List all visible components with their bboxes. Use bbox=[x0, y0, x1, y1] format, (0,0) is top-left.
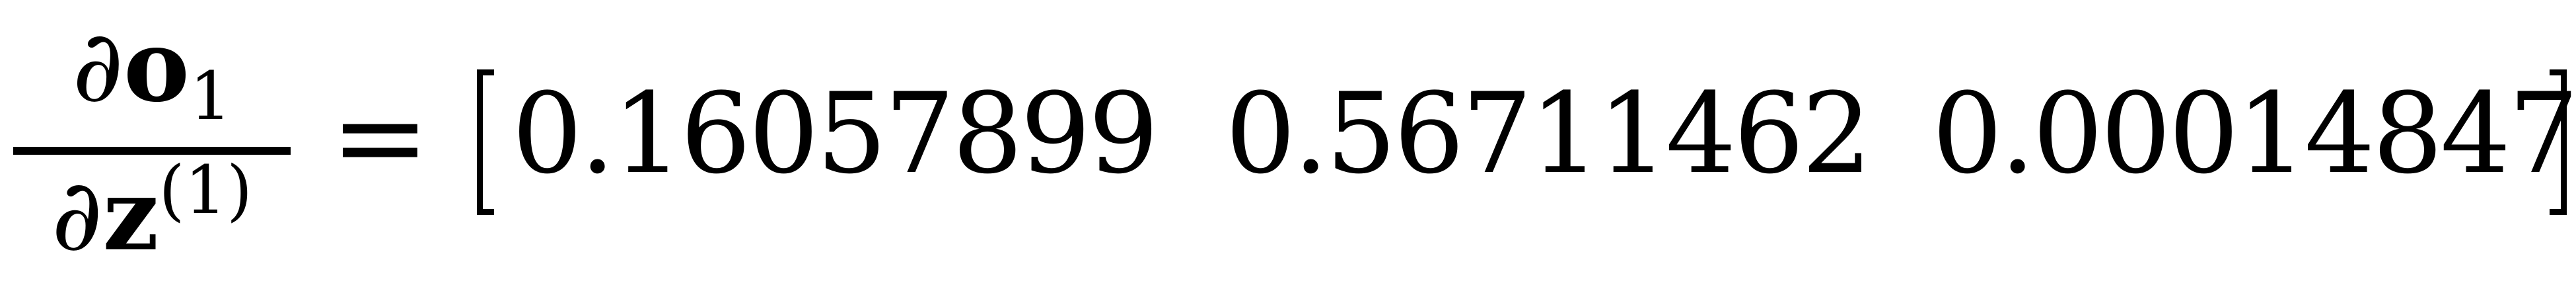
right-bracket bbox=[2550, 69, 2567, 215]
fraction-bar bbox=[13, 147, 291, 155]
vector-entry-1: 0.16057899 bbox=[512, 69, 1159, 198]
vector-entry-3: 0.00014847 bbox=[1932, 69, 2576, 198]
left-bracket bbox=[477, 69, 494, 215]
layer-superscript: (1) bbox=[159, 151, 253, 229]
equals-sign: = bbox=[330, 68, 430, 206]
partial-derivative-fraction: ∂o1 ∂z(1) bbox=[13, 0, 291, 291]
partial-symbol-numerator: ∂ bbox=[72, 9, 124, 124]
output-subscript: 1 bbox=[190, 58, 232, 135]
fraction-numerator: ∂o1 bbox=[13, 0, 291, 139]
output-vector-symbol: o bbox=[123, 8, 190, 124]
preactivation-vector-symbol: z bbox=[102, 157, 159, 273]
fraction-denominator: ∂z(1) bbox=[13, 157, 291, 291]
vector-entry-2: 0.56711462 bbox=[1225, 69, 1872, 198]
partial-symbol-denominator: ∂ bbox=[51, 158, 103, 273]
